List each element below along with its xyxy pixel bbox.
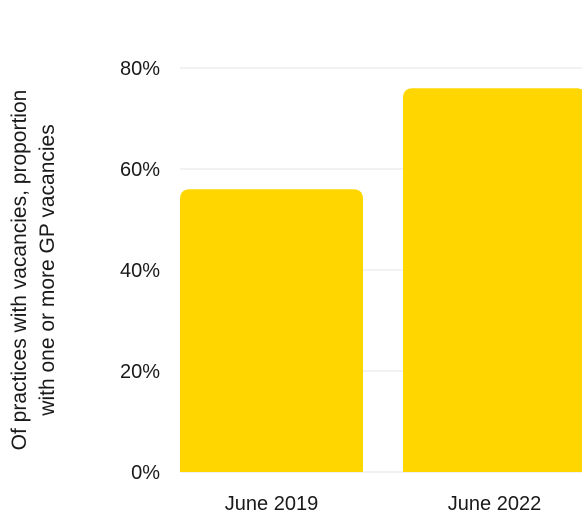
bar xyxy=(403,88,582,472)
y-axis-ticks: 0% 20% 40% 60% 80% xyxy=(120,58,160,484)
bar xyxy=(180,189,363,472)
y-axis-label: Of practices with vacancies, proportion … xyxy=(8,90,59,451)
x-category-label: June 2019 xyxy=(225,493,318,515)
y-tick-label: 60% xyxy=(120,159,160,181)
y-tick-label: 0% xyxy=(131,462,160,484)
y-axis-label-line-1: Of practices with vacancies, proportion xyxy=(8,90,31,451)
y-axis-label-line-2: with one or more GP vacancies xyxy=(36,124,59,416)
x-axis-categories: June 2019 June 2022 xyxy=(225,493,541,515)
bars xyxy=(180,88,582,472)
y-tick-label: 20% xyxy=(120,361,160,383)
x-category-label: June 2022 xyxy=(448,493,541,515)
y-tick-label: 80% xyxy=(120,58,160,80)
y-tick-label: 40% xyxy=(120,260,160,282)
